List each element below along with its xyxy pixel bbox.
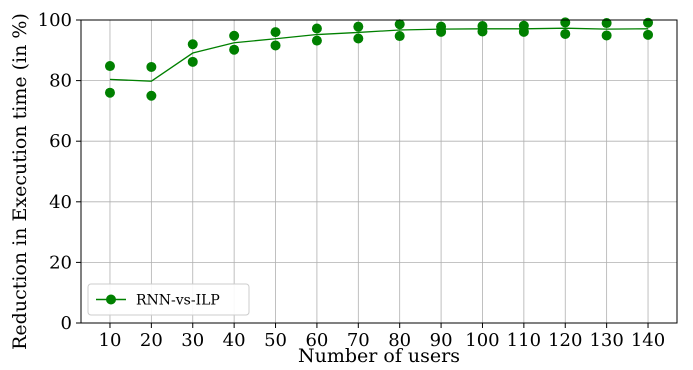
data-point [560, 17, 571, 28]
data-point [311, 35, 322, 46]
series-line-group [109, 27, 649, 82]
legend-label: RNN-vs-ILP [136, 293, 220, 309]
data-point [270, 27, 281, 38]
data-point [643, 17, 654, 28]
data-point [229, 44, 240, 55]
data-point [104, 87, 115, 98]
data-point [643, 29, 654, 40]
data-point [187, 39, 198, 50]
series-points-group [104, 17, 654, 101]
data-point [229, 30, 240, 41]
legend-box [87, 283, 250, 316]
y-tick-label: 80 [49, 71, 72, 92]
x-axis-ticks: 10 20 30 40 50 60 70 80 90 100 110 120 130 140 [99, 323, 665, 351]
y-tick-label: 100 [38, 10, 72, 31]
x-tick-label: 50 [264, 330, 287, 351]
data-point [187, 56, 198, 67]
x-axis-title: Number of users [298, 345, 460, 367]
x-tick-label: 100 [465, 330, 499, 351]
x-tick-label: 80 [388, 330, 411, 351]
data-point [394, 19, 405, 30]
y-tick-label: 60 [49, 131, 72, 152]
data-point [560, 28, 571, 39]
y-tick-label: 20 [49, 252, 72, 273]
x-tick-label: 10 [99, 330, 122, 351]
x-tick-label: 20 [140, 330, 163, 351]
data-point [518, 26, 529, 37]
x-tick-label: 70 [347, 330, 370, 351]
y-tick-label: 40 [49, 192, 72, 213]
plot-frame [80, 19, 678, 324]
x-tick-label: 120 [548, 330, 582, 351]
x-tick-label: 90 [430, 330, 453, 351]
series-line [109, 27, 649, 82]
x-tick-label: 30 [181, 330, 204, 351]
x-tick-label: 60 [305, 330, 328, 351]
data-point [436, 26, 447, 37]
data-point [477, 26, 488, 37]
legend: RNN-vs-ILP [87, 283, 250, 316]
data-point [394, 31, 405, 42]
y-axis-ticks: 0 20 40 60 80 100 [38, 10, 81, 334]
x-tick-label: 110 [507, 330, 541, 351]
data-point [104, 61, 115, 72]
x-tick-label: 130 [589, 330, 623, 351]
data-point [601, 18, 612, 29]
y-tick-label: 0 [61, 313, 72, 334]
x-tick-label: 40 [223, 330, 246, 351]
data-point [601, 30, 612, 41]
x-tick-label: 140 [631, 330, 665, 351]
y-axis-title: Reduction in Execution time (in %) [9, 13, 31, 350]
legend-marker-swatch [106, 294, 116, 305]
data-point [146, 90, 157, 101]
data-point [270, 40, 281, 51]
data-point [353, 33, 364, 44]
data-point [311, 23, 322, 34]
data-point [146, 61, 157, 72]
data-point [353, 21, 364, 32]
